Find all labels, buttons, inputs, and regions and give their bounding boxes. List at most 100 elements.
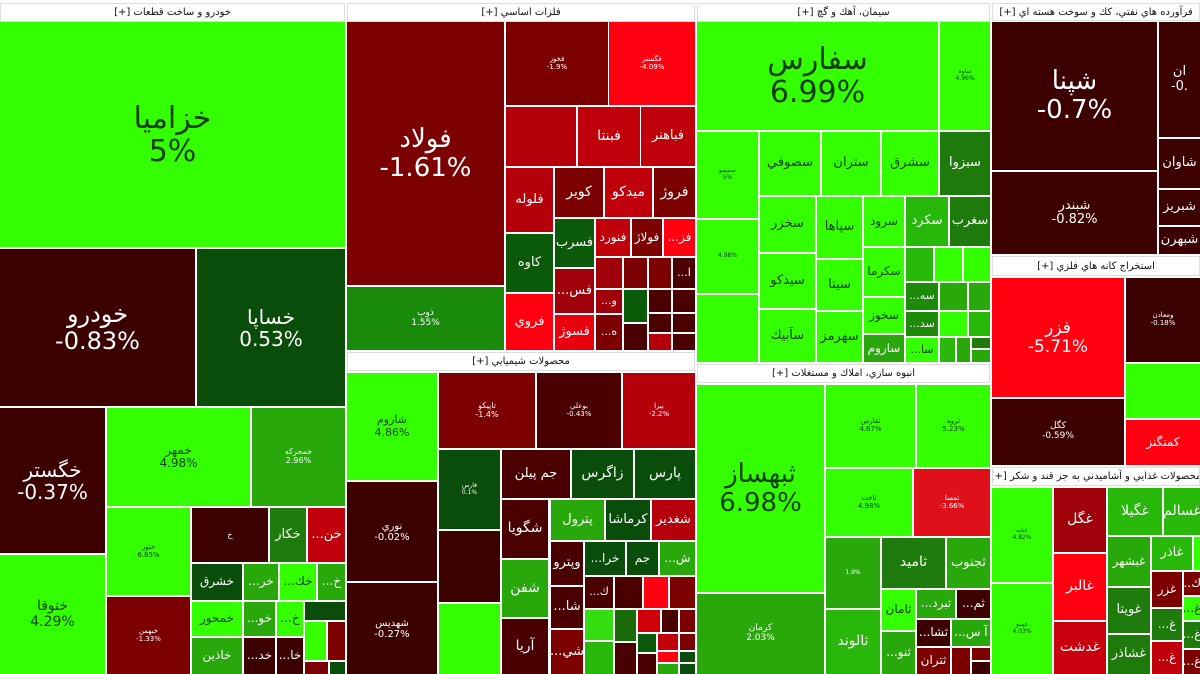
stock-tile[interactable] xyxy=(952,648,970,674)
stock-tile[interactable]: غگل xyxy=(1054,488,1106,552)
stock-tile[interactable]: ميدكو xyxy=(605,168,652,217)
stock-tile[interactable]: غدشت xyxy=(1054,622,1106,674)
stock-tile[interactable]: نوري -0.02% xyxy=(347,482,437,581)
stock-tile[interactable]: ...خر xyxy=(244,564,278,600)
stock-tile[interactable]: غگيلا xyxy=(1108,488,1162,535)
stock-tile[interactable]: شبريز xyxy=(1159,190,1200,225)
stock-tile[interactable] xyxy=(935,248,962,281)
stock-tile[interactable]: شفن xyxy=(502,560,548,617)
stock-tile[interactable]: غبشهر xyxy=(1108,537,1150,586)
stock-tile[interactable] xyxy=(649,314,671,332)
sector-header[interactable]: استخراج كانه هاي فلزي [+] xyxy=(992,256,1200,276)
stock-tile[interactable]: ...خد xyxy=(244,638,275,674)
stock-tile[interactable]: سآبيك xyxy=(760,310,815,362)
stock-tile[interactable]: خاذين xyxy=(192,638,242,674)
stock-tile[interactable]: غزر xyxy=(1152,572,1182,607)
stock-tile[interactable]: ...سا xyxy=(906,338,938,362)
stock-tile[interactable] xyxy=(624,324,647,350)
stock-tile[interactable]: ...آ س xyxy=(952,620,990,646)
stock-tile[interactable]: خنور 6.85% xyxy=(107,508,190,595)
stock-tile[interactable]: ثاميد xyxy=(882,538,945,588)
stock-tile[interactable]: ...غ xyxy=(1184,650,1200,674)
stock-tile[interactable]: 1.9% xyxy=(826,538,880,608)
stock-tile[interactable]: شهديس -0.27% xyxy=(347,583,437,674)
stock-tile[interactable]: ...خرا xyxy=(585,542,625,575)
stock-tile[interactable]: ...خ xyxy=(277,602,303,636)
stock-tile[interactable]: خمحركه 2.96% xyxy=(252,408,345,506)
stock-tile[interactable]: فخوز -1.9% xyxy=(506,22,608,105)
stock-tile[interactable] xyxy=(439,531,500,602)
stock-tile[interactable]: ...ثم xyxy=(957,590,990,618)
stock-tile[interactable]: سپاها xyxy=(817,197,862,258)
stock-tile[interactable]: پارس xyxy=(635,450,695,498)
stock-tile[interactable] xyxy=(649,258,671,288)
stock-tile[interactable] xyxy=(680,652,695,662)
stock-tile[interactable] xyxy=(673,290,695,312)
stock-tile[interactable] xyxy=(658,652,678,662)
stock-tile[interactable] xyxy=(585,610,613,640)
stock-tile[interactable]: سكرد xyxy=(906,197,948,246)
stock-tile[interactable]: شغدير xyxy=(652,500,695,540)
stock-tile[interactable]: فزر -5.71% xyxy=(992,278,1124,397)
stock-tile[interactable]: ...سد xyxy=(906,312,938,336)
stock-tile[interactable]: فسرب xyxy=(555,219,594,267)
stock-tile[interactable] xyxy=(680,664,695,674)
stock-tile[interactable] xyxy=(969,283,990,310)
stock-tile[interactable]: ...و xyxy=(596,290,622,313)
stock-tile[interactable]: كمنگنز xyxy=(1126,420,1200,465)
stock-tile[interactable] xyxy=(658,664,678,674)
stock-tile[interactable] xyxy=(585,642,613,674)
stock-tile[interactable]: شبهرن xyxy=(1159,227,1200,254)
stock-tile[interactable] xyxy=(964,248,990,281)
stock-tile[interactable]: ...ثشا xyxy=(917,620,950,646)
stock-tile[interactable] xyxy=(680,610,695,632)
sector-header[interactable]: فرآورده هاي نفتي، كك و سوخت هسته اي [+] xyxy=(992,3,1200,21)
stock-tile[interactable] xyxy=(957,338,970,362)
stock-tile[interactable]: خبهمن -1.33% xyxy=(107,597,190,674)
stock-tile[interactable]: غويتا xyxy=(1108,588,1150,633)
stock-tile[interactable]: فروي xyxy=(506,294,553,350)
stock-tile[interactable] xyxy=(969,312,990,336)
stock-tile[interactable]: غشاذر xyxy=(1108,635,1150,674)
stock-tile[interactable]: سيتا xyxy=(817,260,862,310)
stock-tile[interactable]: 4.98% xyxy=(697,220,758,293)
stock-tile[interactable]: كرمان 2.03% xyxy=(697,594,824,674)
stock-tile[interactable]: ...غ xyxy=(1184,622,1200,648)
stock-tile[interactable] xyxy=(697,295,758,362)
stock-tile[interactable] xyxy=(330,662,345,674)
stock-tile[interactable]: ...سه xyxy=(906,283,938,310)
stock-tile[interactable] xyxy=(972,662,990,674)
stock-tile[interactable]: فنورد xyxy=(596,219,630,256)
stock-tile[interactable]: فگستر -4.09% xyxy=(609,22,695,105)
stock-tile[interactable]: شگويا xyxy=(502,500,548,558)
stock-tile[interactable]: سميمو 5% xyxy=(697,132,758,218)
stock-tile[interactable]: فروژ xyxy=(654,168,695,217)
stock-tile[interactable]: ساوه 4.96% xyxy=(940,22,990,130)
stock-tile[interactable]: ...فس xyxy=(555,269,594,313)
stock-tile[interactable]: خساپا 0.53% xyxy=(197,249,345,406)
stock-tile[interactable] xyxy=(439,604,500,674)
stock-tile[interactable]: ثجنوب xyxy=(947,538,990,588)
stock-tile[interactable]: جم پيلن xyxy=(502,450,570,498)
stock-tile[interactable]: سيدكو xyxy=(760,254,815,308)
stock-tile[interactable]: ستران xyxy=(822,132,880,195)
stock-tile[interactable] xyxy=(615,610,636,641)
stock-tile[interactable]: شاوان xyxy=(1159,139,1200,188)
stock-tile[interactable]: شبندر -0.82% xyxy=(992,172,1157,254)
stock-tile[interactable]: فلوله xyxy=(506,168,553,232)
stock-tile[interactable]: ...خا xyxy=(277,638,303,674)
stock-tile[interactable] xyxy=(305,622,326,660)
stock-tile[interactable] xyxy=(940,312,967,336)
stock-tile[interactable] xyxy=(649,334,671,350)
stock-tile[interactable] xyxy=(638,610,660,632)
stock-tile[interactable]: ...فز xyxy=(664,219,695,256)
stock-tile[interactable]: ثروه 5.23% xyxy=(917,385,990,467)
stock-tile[interactable]: ...ثبرد xyxy=(917,590,955,618)
stock-tile[interactable] xyxy=(670,577,695,608)
stock-tile[interactable] xyxy=(662,610,678,632)
stock-tile[interactable]: ...ك xyxy=(585,577,613,608)
stock-tile[interactable] xyxy=(638,654,656,674)
stock-tile[interactable]: غسالم xyxy=(1164,488,1200,535)
stock-tile[interactable]: جم xyxy=(627,542,658,575)
stock-tile[interactable]: ...خو xyxy=(244,602,275,636)
